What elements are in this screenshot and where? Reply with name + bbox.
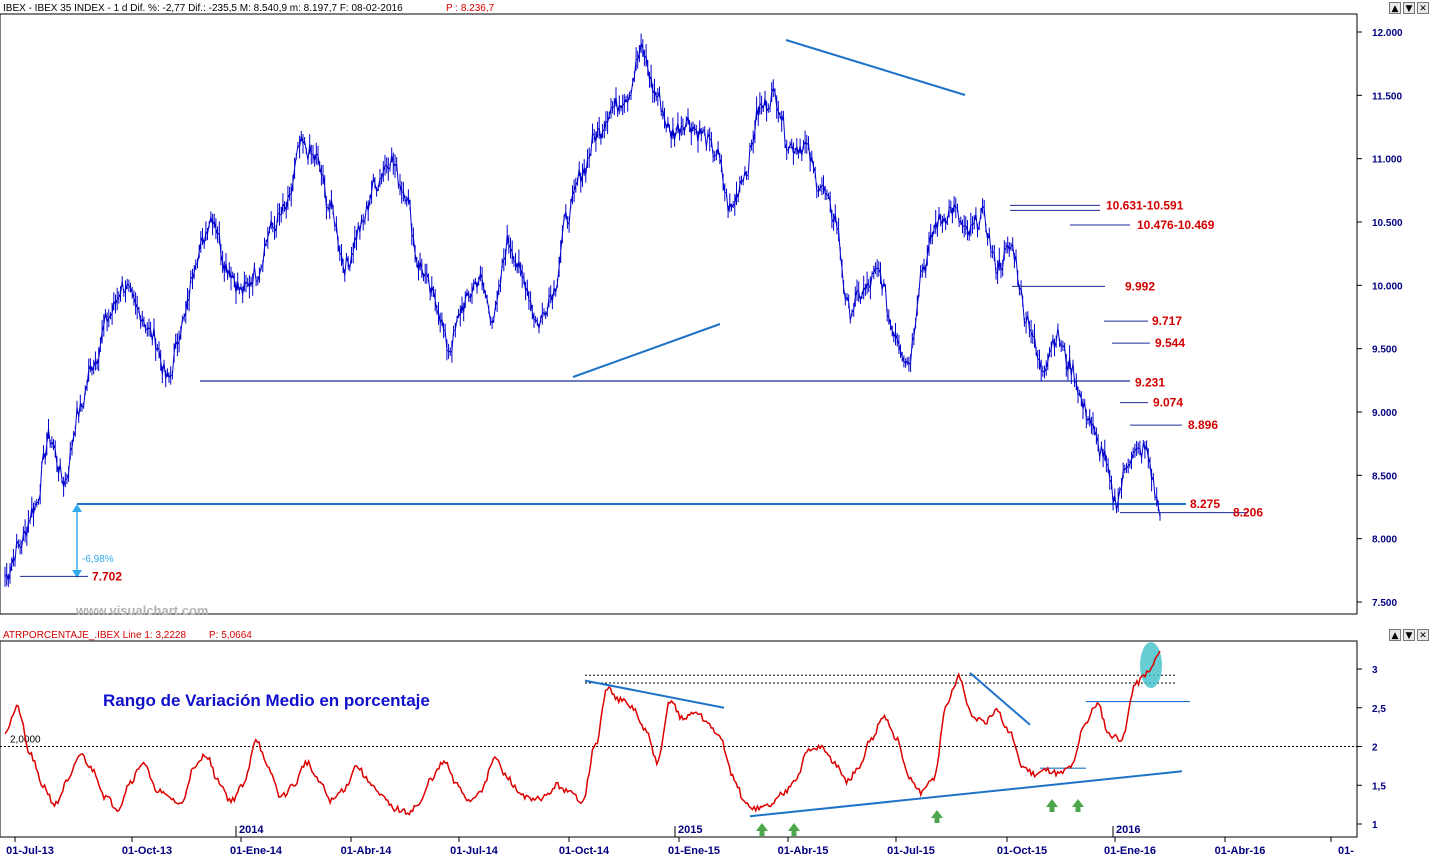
scroll-down-button[interactable]: ▼ <box>1403 2 1415 14</box>
pct-arrow-head-down <box>72 570 82 578</box>
x-axis: 01-Jul-13 01-Oct-13 01-Ene-14 01-Abr-14 01-J… <box>6 824 1354 857</box>
atr-panel: ATRPORCENTAJE_.IBEX Line 1: 3,2228 P: 5,… <box>0 630 1358 838</box>
x-tick-label: 01-Jul-14 <box>450 845 499 857</box>
support-resistance-levels: 10.631-10.591 10.476-10.469 9.992 9.717 9.54… <box>20 198 1263 583</box>
atr-title: Rango de Variación Medio en porcentaje <box>103 691 430 710</box>
year-marker-label: 2014 <box>239 824 264 836</box>
scroll-up-button[interactable]: ▲ <box>1389 2 1401 14</box>
atr-header: ATRPORCENTAJE_.IBEX Line 1: 3,2228 <box>3 630 186 641</box>
x-tick-label: 01- <box>1338 845 1354 857</box>
x-tick-label: 01-Jul-15 <box>887 845 935 857</box>
price-trendline-top <box>785 39 966 96</box>
atr-line <box>4 650 1161 816</box>
year-marker-label: 2015 <box>678 824 702 836</box>
price-y-axis: 12.000 11.500 11.000 10.500 10.000 9.500 9.000… <box>1357 28 1403 609</box>
level-label: 9.231 <box>1135 376 1165 390</box>
atr-trendline-up <box>749 770 1183 818</box>
price-trendline-bottom <box>572 323 721 378</box>
price-y-tick-label: 9.500 <box>1372 345 1397 356</box>
atr-y-tick-label: 2 <box>1372 743 1378 754</box>
price-y-tick-label: 11.000 <box>1372 155 1402 166</box>
atr-scroll-up-button[interactable]: ▲ <box>1389 629 1401 641</box>
atr-y-tick-label: 3 <box>1372 665 1378 676</box>
atr-y-axis: 3 2,5 2 1,5 1 <box>1357 665 1386 831</box>
atr-header-p: P: 5,0664 <box>209 630 252 641</box>
x-tick-label: 01-Abr-15 <box>778 845 829 857</box>
x-tick-label: 01-Jul-13 <box>6 845 54 857</box>
level-label: 10.631-10.591 <box>1106 198 1184 212</box>
header-close-price: P : 8.236,7 <box>446 3 495 14</box>
x-tick-label: 01-Abr-14 <box>341 845 393 857</box>
x-tick-label: 01-Ene-16 <box>1104 845 1156 857</box>
price-y-tick-label: 11.500 <box>1372 91 1402 102</box>
price-series <box>4 33 1161 587</box>
level-label: 9.992 <box>1125 279 1155 293</box>
header-title: IBEX - IBEX 35 INDEX - 1 d Dif. %: -2,77… <box>3 3 403 14</box>
x-tick-label: 01-Oct-14 <box>559 845 610 857</box>
close-button[interactable]: ✕ <box>1417 2 1429 14</box>
price-panel: IBEX - IBEX 35 INDEX - 1 d Dif. %: -2,77… <box>0 3 1358 618</box>
up-arrow-icon <box>788 823 800 836</box>
pct-annotation: -6,98% <box>82 554 114 565</box>
level-label: 9.717 <box>1152 314 1182 328</box>
up-arrow-icon <box>931 810 943 823</box>
atr-series <box>4 650 1161 816</box>
level-label: 7.702 <box>92 569 122 583</box>
level-label: 8.896 <box>1188 418 1218 432</box>
atr-trendline-down <box>584 679 725 709</box>
pct-arrow-head-up <box>72 504 82 512</box>
up-arrow-icon <box>756 823 768 836</box>
level-label: 8.275 <box>1190 497 1220 511</box>
atr-y-tick-label: 2,5 <box>1372 704 1386 715</box>
x-tick-label: 01-Ene-14 <box>230 845 283 857</box>
price-y-tick-label: 7.500 <box>1372 598 1397 609</box>
price-y-tick-label: 10.500 <box>1372 218 1403 229</box>
atr-scroll-down-button[interactable]: ▼ <box>1403 629 1415 641</box>
up-arrow-icon <box>1046 799 1058 812</box>
price-y-tick-label: 9.000 <box>1372 408 1397 419</box>
x-tick-label: 01-Oct-13 <box>122 845 172 857</box>
level-label: 9.074 <box>1153 396 1183 410</box>
watermark: www.visualchart.com <box>75 603 208 618</box>
price-y-tick-label: 10.000 <box>1372 281 1403 292</box>
atr-y-tick-label: 1,5 <box>1372 781 1386 792</box>
atr-highlight-ellipse <box>1140 642 1162 689</box>
level-label: 8.206 <box>1233 506 1263 520</box>
year-marker-label: 2016 <box>1116 824 1140 836</box>
price-y-tick-label: 12.000 <box>1372 28 1403 39</box>
x-tick-label: 01-Abr-16 <box>1215 845 1266 857</box>
price-y-tick-label: 8.500 <box>1372 471 1397 482</box>
x-tick-label: 01-Ene-15 <box>668 845 720 857</box>
price-y-tick-label: 8.000 <box>1372 535 1397 546</box>
level-label: 10.476-10.469 <box>1137 218 1215 232</box>
x-tick-label: 01-Oct-15 <box>997 845 1047 857</box>
atr-y-tick-label: 1 <box>1372 820 1378 831</box>
atr-close-button[interactable]: ✕ <box>1417 629 1429 641</box>
price-line <box>4 33 1161 587</box>
atr-trendline-down-2 <box>969 672 1031 726</box>
up-arrow-icon <box>1072 799 1084 812</box>
level-label: 9.544 <box>1155 336 1185 350</box>
